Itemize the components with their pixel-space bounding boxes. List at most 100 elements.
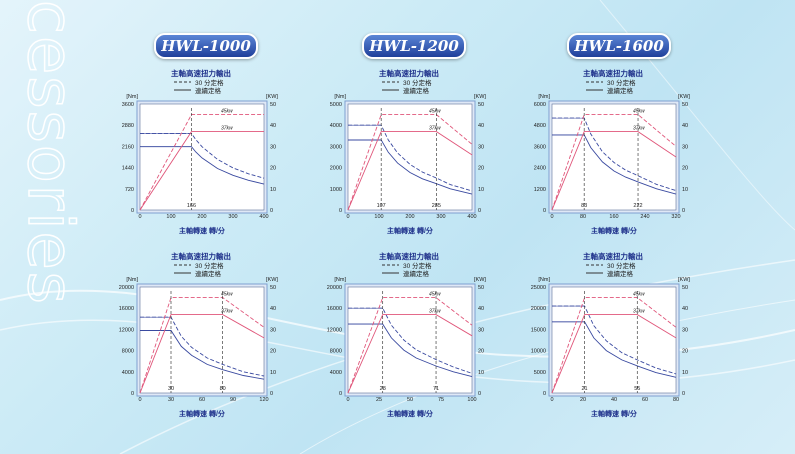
y-tick-label: 4000: [122, 370, 134, 376]
y2-tick-label: 50: [682, 285, 688, 291]
x-tick-label: 75: [438, 397, 444, 403]
torque-line-continuous: [348, 323, 473, 378]
y2-tick-label: 20: [270, 166, 276, 172]
chart-title: 主軸高速扭力輸出: [171, 68, 231, 78]
y2-axis-unit-label: [KW]: [266, 277, 278, 283]
x-tick-label: 0: [138, 214, 141, 220]
y2-tick-label: 20: [682, 349, 688, 355]
x-axis-label: 主軸轉速 轉/分: [591, 409, 637, 418]
y2-tick-label: 50: [478, 285, 484, 291]
x-tick-label: 80: [580, 214, 586, 220]
y-tick-label: 4000: [330, 370, 342, 376]
torque-line-continuous: [140, 146, 265, 185]
y2-tick-label: 50: [270, 102, 276, 108]
sidebar-title: cessories: [13, 0, 88, 307]
y-axis-unit-label: [Nm]: [126, 277, 138, 283]
power-annotation-37kw: 37kw: [429, 126, 441, 132]
y2-tick-label: 30: [682, 327, 688, 333]
x-tick-label: 200: [197, 214, 206, 220]
y2-tick-label: 50: [270, 285, 276, 291]
y-tick-label: 16000: [327, 306, 342, 312]
y2-axis-unit-label: [KW]: [474, 94, 486, 100]
legend-item-30min: 30 分定格: [403, 261, 432, 270]
y-tick-label: 12000: [327, 327, 342, 333]
torque-line-30min: [140, 132, 265, 179]
x-tick-label: 320: [671, 214, 680, 220]
y2-tick-label: 10: [478, 370, 484, 376]
y-tick-label: 1440: [122, 166, 134, 172]
legend-item-30min: 30 分定格: [607, 78, 636, 87]
x-tick-label: 80: [673, 397, 679, 403]
y-tick-label: 12000: [119, 327, 134, 333]
x-tick-label: 20: [580, 397, 586, 403]
x-tick-label: 40: [611, 397, 617, 403]
y-axis-unit-label: [Nm]: [334, 94, 346, 100]
power-annotation-37kw: 37kw: [633, 126, 645, 132]
y-tick-label: 0: [339, 391, 342, 397]
y2-tick-label: 10: [682, 187, 688, 193]
power-annotation-37kw: 37kw: [633, 309, 645, 315]
y-axis-unit-label: [Nm]: [538, 277, 550, 283]
power-annotation-37kw: 37kw: [221, 126, 233, 132]
power-line-30min: [139, 297, 265, 394]
y-tick-label: 8000: [122, 349, 134, 355]
legend-item-30min: 30 分定格: [195, 78, 224, 87]
chart-title: 主軸高速扭力輸出: [379, 251, 439, 261]
x-tick-label: 30: [168, 397, 174, 403]
x-tick-label: 300: [228, 214, 237, 220]
base-speed-label: 285: [432, 203, 441, 209]
y-tick-label: 720: [125, 187, 134, 193]
y2-tick-label: 10: [270, 370, 276, 376]
y-tick-label: 20000: [531, 306, 546, 312]
y-tick-label: 1200: [534, 187, 546, 193]
x-axis-label: 主軸轉速 轉/分: [179, 226, 225, 235]
power-line-continuous: [551, 131, 677, 211]
power-line-continuous: [347, 314, 473, 394]
legend-item-continuous: 連續定格: [607, 269, 634, 278]
y-tick-label: 15000: [531, 327, 546, 333]
y-tick-label: 20000: [327, 285, 342, 291]
power-annotation-37kw: 37kw: [221, 309, 233, 315]
y-tick-label: 3000: [330, 144, 342, 150]
legend-item-continuous: 連續定格: [195, 269, 222, 278]
x-tick-label: 300: [436, 214, 445, 220]
y-tick-label: 16000: [119, 306, 134, 312]
y2-tick-label: 40: [478, 306, 484, 312]
base-speed-label: 83: [581, 203, 587, 209]
y2-tick-label: 30: [270, 327, 276, 333]
x-axis-label: 主軸轉速 轉/分: [387, 226, 433, 235]
y2-tick-label: 40: [682, 123, 688, 129]
x-tick-label: 100: [374, 214, 383, 220]
plot-area: [551, 103, 677, 211]
y2-tick-label: 30: [478, 144, 484, 150]
x-tick-label: 60: [199, 397, 205, 403]
x-tick-label: 200: [405, 214, 414, 220]
y-tick-label: 2880: [122, 123, 134, 129]
base-speed-label: 71: [433, 386, 439, 392]
torque-line-continuous: [348, 139, 473, 195]
chart-title: 主軸高速扭力輸出: [583, 251, 643, 261]
base-speed-label: 166: [187, 203, 196, 209]
x-tick-label: 50: [407, 397, 413, 403]
legend-item-30min: 30 分定格: [607, 261, 636, 270]
y-tick-label: 2000: [330, 166, 342, 172]
x-tick-label: 240: [640, 214, 649, 220]
base-speed-label: 80: [220, 386, 226, 392]
chart-title: 主軸高速扭力輸出: [171, 251, 231, 261]
power-line-continuous: [139, 131, 264, 211]
plot-area: [347, 103, 473, 211]
y2-tick-label: 20: [478, 166, 484, 172]
base-speed-label: 30: [168, 386, 174, 392]
x-tick-label: 100: [166, 214, 175, 220]
y-tick-label: 3600: [122, 102, 134, 108]
y2-tick-label: 30: [682, 144, 688, 150]
x-tick-label: 60: [642, 397, 648, 403]
y2-tick-label: 0: [478, 208, 481, 214]
y2-tick-label: 20: [682, 166, 688, 172]
x-axis-label: 主軸轉速 轉/分: [591, 226, 637, 235]
x-tick-label: 0: [550, 397, 553, 403]
torque-line-30min: [140, 316, 265, 377]
